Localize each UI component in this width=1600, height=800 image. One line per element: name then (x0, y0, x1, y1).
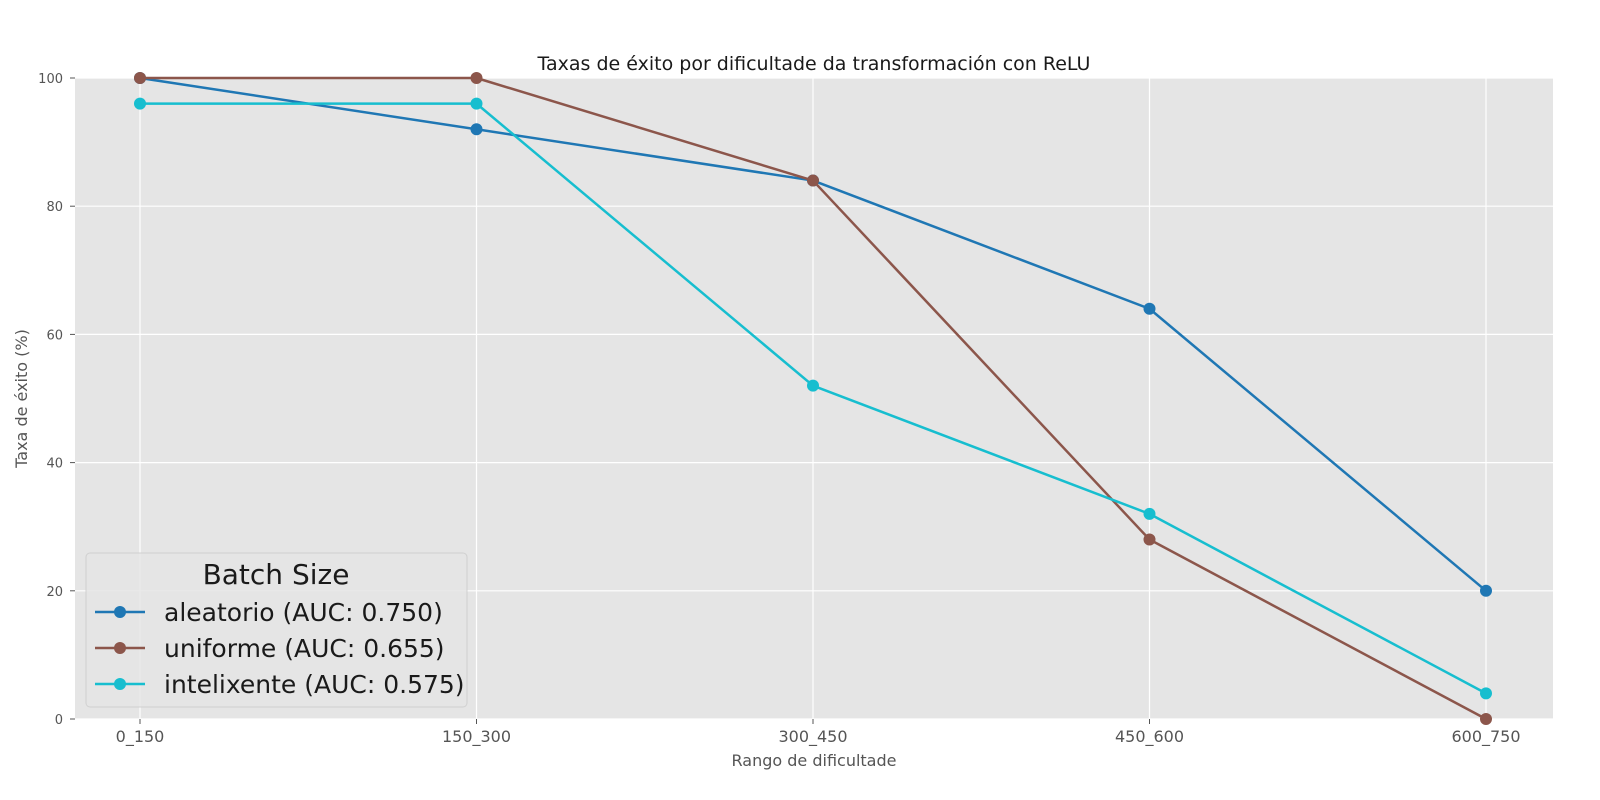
x-tick-label: 450_600 (1115, 727, 1184, 747)
series-layer (134, 72, 1492, 725)
data-point (134, 72, 146, 84)
x-axis-label: Rango de dificultade (732, 751, 897, 770)
legend-label: uniforme (AUC: 0.655) (164, 634, 445, 663)
y-tick-label: 40 (46, 457, 63, 472)
data-point (1143, 302, 1156, 315)
legend-item: aleatorio (AUC: 0.750) (95, 598, 443, 627)
y-axis-label: Taxa de éxito (%) (12, 329, 31, 469)
data-point (1480, 713, 1492, 725)
data-point (807, 379, 819, 392)
legend-box (85, 552, 468, 708)
y-tick-label: 100 (38, 72, 63, 87)
legend-label: intelixente (AUC: 0.575) (164, 670, 465, 699)
data-point (134, 97, 146, 110)
data-point (1480, 584, 1492, 597)
y-tick-label: 20 (46, 585, 63, 600)
x-tick-label: 150_300 (442, 727, 511, 747)
data-point (1480, 687, 1492, 700)
x-tick-label: 0_150 (116, 727, 165, 747)
data-point (1143, 507, 1156, 520)
x-tick-label: 300_450 (778, 727, 847, 747)
y-axis-ticks: 0 20 40 60 80 100 (38, 72, 75, 728)
legend-label: aleatorio (AUC: 0.750) (164, 598, 443, 627)
data-point (1143, 533, 1156, 546)
legend: Batch Size aleatorio (AUC: 0.750) uniform… (85, 552, 468, 708)
data-point (807, 174, 819, 187)
legend-swatch-marker (114, 678, 126, 690)
x-axis-ticks: 0_150 150_300 300_450 450_600 600_750 (116, 719, 1521, 747)
legend-title: Batch Size (203, 558, 350, 591)
legend-swatch-marker (114, 642, 126, 654)
y-tick-label: 0 (55, 713, 63, 728)
y-tick-label: 60 (46, 328, 63, 343)
legend-swatch-marker (114, 606, 126, 618)
data-point (470, 123, 483, 136)
legend-item: intelixente (AUC: 0.575) (95, 670, 465, 699)
series-2 (134, 97, 1492, 700)
chart-title: Taxas de éxito por dificultade da transf… (537, 53, 1091, 75)
data-point (470, 97, 483, 110)
series-1 (134, 72, 1492, 725)
data-point (470, 72, 483, 84)
legend-item: uniforme (AUC: 0.655) (95, 634, 445, 663)
x-tick-label: 600_750 (1451, 727, 1520, 747)
y-tick-label: 80 (46, 200, 63, 215)
